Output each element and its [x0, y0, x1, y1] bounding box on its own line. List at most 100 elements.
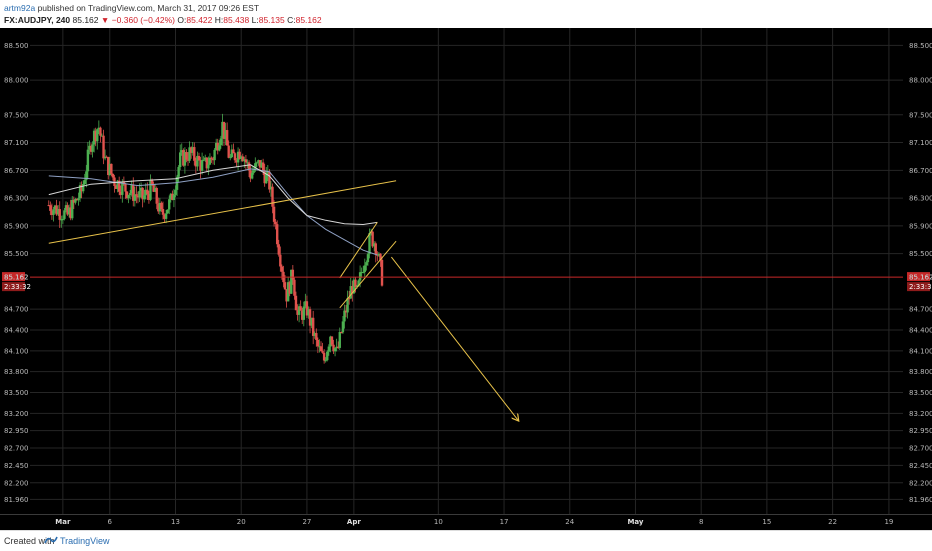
x-tick-label: May [627, 518, 643, 526]
candle-body-bear [185, 152, 188, 160]
candle-body-bear [258, 160, 262, 168]
candle-body-bull [324, 360, 327, 362]
candle-body-bear [197, 155, 201, 161]
candle-body-bear [344, 310, 348, 313]
candle-body-bull [207, 164, 210, 169]
trendline[interactable] [339, 222, 378, 279]
candle-body-bear [247, 162, 251, 171]
candle-body-bear [155, 188, 158, 204]
y-tick-label-right: 88.000 [909, 77, 932, 85]
y-tick-label-left: 82.950 [4, 427, 29, 435]
candle-body-bull [365, 262, 368, 266]
candle-body-bear [99, 127, 102, 136]
x-tick-label: 13 [171, 518, 180, 526]
published-text: published on TradingView.com, March 31, … [37, 3, 260, 13]
candle-body-bull [250, 172, 254, 179]
candle-body-bear [315, 333, 318, 340]
candle-body-bull [333, 348, 337, 352]
candle-body-bull [266, 171, 270, 174]
candle-body-bear [132, 184, 135, 201]
candle-body-bull [343, 310, 346, 322]
candle-body-bear [135, 194, 138, 196]
open-value: 85.422 [186, 15, 213, 25]
candle-body-bear [340, 332, 343, 334]
candle-body-bull [128, 193, 132, 195]
y-tick-label-right: 82.950 [909, 427, 932, 435]
close-label: C: [287, 15, 296, 25]
candle-body-bear [199, 160, 202, 171]
candle-body-bear [308, 309, 312, 326]
candle-body-bull [180, 150, 183, 153]
time-axis[interactable]: Mar 6 13 20 27 Apr 10 17 24 May 8 15 22 19 [55, 518, 893, 526]
candle-body-bull [214, 142, 218, 150]
change-arrow-icon: ▼ [100, 15, 110, 25]
candle-body-bear [294, 295, 298, 311]
candle-body-bear [110, 163, 113, 174]
candle-body-bear [263, 170, 266, 184]
candle-body-bull [74, 198, 77, 203]
candle-body-bear [227, 145, 230, 158]
y-tick-label-left: 82.200 [4, 479, 29, 487]
y-tick-label-left: 82.700 [4, 445, 29, 453]
candle-body-bear [211, 158, 215, 161]
projection-arrow[interactable] [391, 256, 518, 420]
candle-body-bear [332, 344, 335, 352]
candle-body-bear [89, 145, 93, 152]
trendline[interactable] [48, 180, 397, 244]
candle-body-bear [337, 346, 340, 348]
x-tick-label: 20 [237, 518, 246, 526]
author-link[interactable]: artm92a [4, 3, 36, 13]
y-tick-label-right: 82.700 [909, 445, 932, 453]
trendline[interactable] [339, 240, 397, 309]
x-tick-label: 17 [500, 518, 509, 526]
candle-body-bear [189, 147, 193, 153]
candle-body-bull [149, 179, 152, 200]
tradingview-logo-icon [44, 536, 58, 544]
candle-body-bull [368, 233, 371, 255]
candle-body-bull [172, 194, 176, 201]
candle-body-bull [91, 144, 94, 152]
close-value: 85.162 [295, 15, 322, 25]
candle-body-bear [322, 352, 326, 361]
candle-body-bear [49, 205, 52, 211]
candle-body-bear [66, 205, 69, 215]
symbol-interval[interactable]: FX:AUDJPY, 240 [4, 15, 71, 25]
y-tick-label-left: 85.900 [4, 222, 29, 230]
y-tick-label-right: 84.700 [909, 306, 932, 314]
candle-body-bear [161, 209, 165, 215]
quote-line: FX:AUDJPY, 240 85.162 ▼ −0.360 (−0.42%) … [4, 15, 322, 25]
candle-body-bear [163, 214, 166, 219]
candle-body-bull [229, 157, 232, 159]
candle-body-bear [160, 202, 163, 210]
candle-body-bear [182, 150, 185, 166]
candle-body-bull [363, 265, 367, 272]
candle-body-bull [318, 346, 321, 348]
candle-body-bull [338, 332, 341, 348]
x-tick-label: 8 [699, 518, 703, 526]
candle-body-bear [105, 156, 108, 158]
tradingview-brand[interactable]: TradingView [60, 536, 110, 546]
y-tick-label-right: 85.500 [909, 250, 932, 258]
candle-body-bear [119, 191, 122, 195]
candle-body-bear [102, 135, 105, 159]
price-axes[interactable]: 88.500 88.500 88.000 88.000 87.500 87.500 87.1… [4, 42, 932, 504]
candle-body-bear [222, 121, 226, 139]
candle-body-bear [285, 289, 288, 302]
low-value: 85.135 [258, 15, 285, 25]
candle-body-bull [213, 149, 216, 161]
candle-body-bull [168, 199, 171, 210]
drawings[interactable] [48, 180, 518, 421]
x-tick-label: Apr [347, 518, 361, 526]
candle-body-bear [316, 339, 320, 347]
candle-body-bear [141, 187, 144, 200]
candle-body-bull [366, 254, 370, 263]
y-tick-label-right: 82.200 [909, 479, 932, 487]
candle-body-bull [56, 209, 60, 215]
y-tick-label-left: 82.450 [4, 462, 29, 470]
x-tick-label: Mar [55, 518, 71, 526]
high-label: H: [214, 15, 224, 25]
candle-body-bull [260, 162, 263, 168]
candle-body-bull [304, 301, 307, 307]
